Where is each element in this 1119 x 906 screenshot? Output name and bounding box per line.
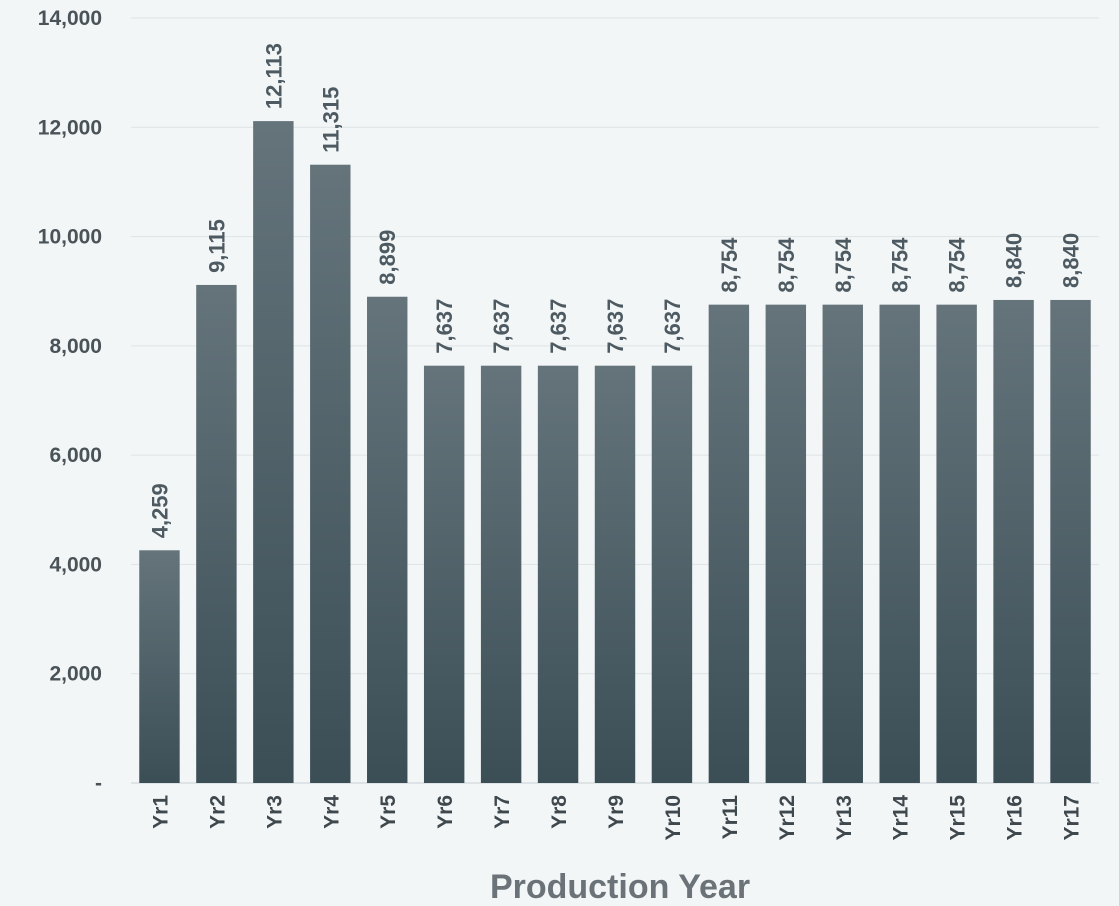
- y-tick-label: 6,000: [49, 444, 102, 467]
- x-tick-label: Yr6: [434, 795, 457, 829]
- x-tick-label: Yr2: [206, 795, 229, 829]
- bar-yr3: [253, 121, 294, 783]
- x-tick-label: Yr13: [833, 795, 856, 841]
- x-tick-label: Yr9: [605, 795, 628, 829]
- data-label: 9,115: [204, 219, 229, 273]
- y-axis-ticks: - 2,000 4,000 6,000 8,000 10,000 12,000 14,000: [38, 7, 102, 795]
- x-axis-ticks: Yr1 Yr2 Yr3 Yr4 Yr5 Yr6 Yr7 Yr8 Yr9 Yr10 Yr11 Yr12 Y…: [149, 795, 1083, 841]
- data-label: 8,840: [1002, 233, 1027, 288]
- bar-yr2: [196, 284, 237, 783]
- bar-yr1: [139, 550, 180, 783]
- bar-yr17: [1050, 299, 1091, 783]
- data-label: 8,754: [888, 237, 913, 293]
- x-tick-label: Yr15: [947, 795, 970, 841]
- y-tick-label: 8,000: [49, 335, 102, 358]
- x-tick-label: Yr5: [377, 795, 400, 829]
- x-tick-label: Yr8: [548, 795, 571, 829]
- y-tick-label: -: [95, 772, 102, 795]
- bar-yr12: [765, 304, 807, 783]
- x-axis-title: Production Year: [490, 868, 750, 906]
- bar-yr10: [651, 365, 693, 783]
- x-tick-label: Yr12: [776, 795, 799, 841]
- bar-yr14: [879, 304, 920, 783]
- data-label: 8,754: [774, 237, 799, 293]
- bar-yr16: [993, 299, 1034, 783]
- y-tick-label: 14,000: [38, 7, 102, 30]
- x-tick-label: Yr4: [320, 795, 343, 829]
- y-tick-label: 2,000: [49, 663, 102, 686]
- data-label: 7,637: [546, 299, 571, 354]
- bar-yr11: [708, 304, 750, 783]
- data-label: 8,754: [945, 237, 970, 293]
- x-tick-label: Yr14: [890, 795, 913, 841]
- y-tick-label: 4,000: [49, 553, 102, 576]
- data-label: 8,754: [717, 237, 742, 293]
- x-tick-label: Yr17: [1061, 795, 1084, 841]
- bar-yr13: [822, 304, 863, 783]
- y-tick-label: 12,000: [38, 116, 102, 139]
- x-tick-label: Yr10: [662, 795, 685, 841]
- bar-yr5: [367, 296, 408, 783]
- bar-yr7: [480, 365, 522, 783]
- x-tick-label: Yr7: [491, 795, 514, 829]
- bar-yr4: [310, 164, 351, 783]
- data-label: 8,754: [831, 237, 856, 293]
- x-tick-label: Yr11: [719, 795, 742, 840]
- data-label: 11,315: [318, 87, 343, 153]
- data-label: 8,840: [1059, 233, 1084, 288]
- data-label: 8,899: [375, 230, 400, 285]
- data-label: 7,637: [603, 299, 628, 354]
- data-label: 7,637: [432, 299, 457, 354]
- y-tick-label: 10,000: [38, 226, 102, 249]
- bar-yr6: [423, 365, 465, 783]
- x-tick-label: Yr3: [263, 795, 286, 829]
- data-label: 7,637: [489, 299, 514, 354]
- data-label: 4,259: [147, 483, 172, 538]
- data-label: 7,637: [660, 299, 685, 354]
- data-labels: 4,259 9,115 12,113 11,315 8,899 7,637 7,637 7,6…: [147, 43, 1083, 538]
- bar-yr9: [594, 365, 636, 783]
- bar-yr15: [936, 304, 977, 783]
- bar-yr8: [537, 365, 579, 783]
- data-label: 12,113: [261, 43, 286, 109]
- bars: [139, 121, 1091, 783]
- x-tick-label: Yr16: [1004, 795, 1027, 841]
- x-tick-label: Yr1: [149, 795, 172, 829]
